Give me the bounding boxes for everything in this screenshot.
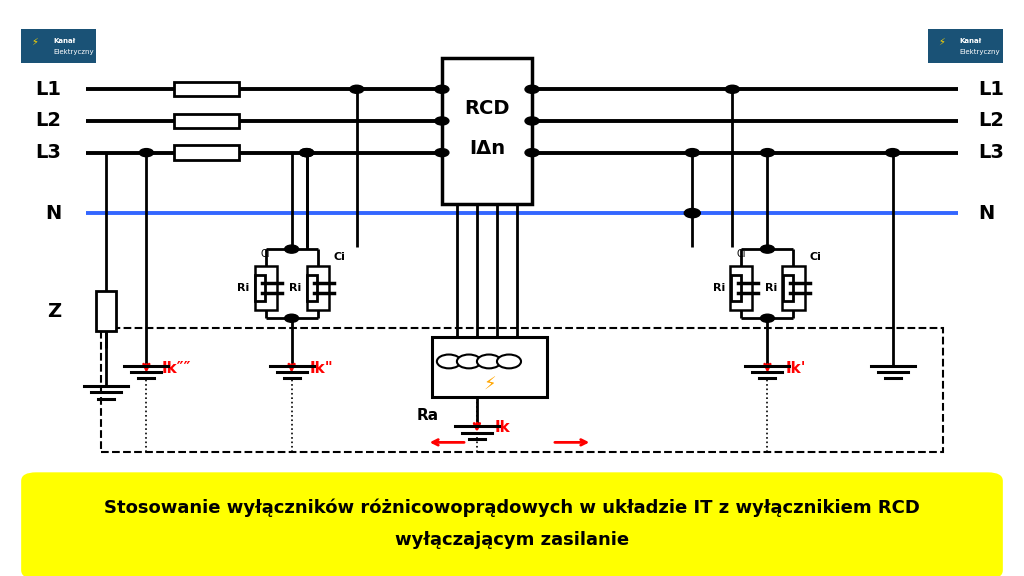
Text: Ci: Ci xyxy=(334,252,345,262)
Circle shape xyxy=(725,85,739,93)
Text: Ik″″: Ik″″ xyxy=(162,361,190,376)
Circle shape xyxy=(525,85,539,93)
Bar xyxy=(928,29,1002,63)
Circle shape xyxy=(497,354,521,369)
Circle shape xyxy=(457,354,481,369)
Circle shape xyxy=(525,117,539,125)
Text: L1: L1 xyxy=(978,80,1004,98)
Text: N: N xyxy=(45,204,61,222)
Bar xyxy=(255,266,276,310)
Text: Ci: Ci xyxy=(810,252,821,262)
Text: ⚡: ⚡ xyxy=(938,36,944,47)
Bar xyxy=(731,275,740,301)
Text: Kanał: Kanał xyxy=(53,39,76,44)
Bar xyxy=(782,266,805,310)
Circle shape xyxy=(761,149,774,157)
Circle shape xyxy=(435,149,449,157)
Text: Ik": Ik" xyxy=(309,361,334,376)
Text: Elektryczny: Elektryczny xyxy=(53,49,94,55)
Text: ⚡: ⚡ xyxy=(483,376,497,394)
Circle shape xyxy=(285,245,299,253)
Text: Z: Z xyxy=(47,302,61,320)
Circle shape xyxy=(300,149,313,157)
Bar xyxy=(255,275,265,301)
Circle shape xyxy=(285,314,299,323)
Text: Ik: Ik xyxy=(495,420,511,435)
Bar xyxy=(442,58,532,204)
Bar xyxy=(783,275,793,301)
Text: N: N xyxy=(978,204,994,222)
Circle shape xyxy=(300,149,313,157)
Text: Ri: Ri xyxy=(238,283,250,293)
Text: Ri: Ri xyxy=(765,283,777,293)
Text: Ra: Ra xyxy=(417,408,439,423)
FancyBboxPatch shape xyxy=(22,472,1002,576)
Bar xyxy=(174,82,239,97)
Circle shape xyxy=(435,85,449,93)
Text: ⚡: ⚡ xyxy=(31,36,38,47)
Text: Ci: Ci xyxy=(736,249,746,259)
Text: L2: L2 xyxy=(978,112,1004,130)
Bar xyxy=(306,266,329,310)
Circle shape xyxy=(350,85,364,93)
Circle shape xyxy=(477,354,501,369)
Bar xyxy=(432,337,547,397)
Circle shape xyxy=(435,117,449,125)
Text: Kanał: Kanał xyxy=(959,39,982,44)
Bar xyxy=(96,291,117,331)
Text: L3: L3 xyxy=(36,143,61,162)
Circle shape xyxy=(139,149,154,157)
Bar xyxy=(22,29,96,63)
Text: Ik': Ik' xyxy=(785,361,806,376)
Text: Ri: Ri xyxy=(290,283,302,293)
Text: L2: L2 xyxy=(35,112,61,130)
Bar xyxy=(101,328,943,452)
Circle shape xyxy=(525,149,539,157)
Bar xyxy=(307,275,317,301)
Circle shape xyxy=(761,314,774,323)
Circle shape xyxy=(761,245,774,253)
Text: L3: L3 xyxy=(978,143,1004,162)
Circle shape xyxy=(685,209,699,217)
Circle shape xyxy=(886,149,900,157)
Bar xyxy=(174,145,239,160)
Text: Ci: Ci xyxy=(261,249,270,259)
Text: Elektryczny: Elektryczny xyxy=(959,49,1000,55)
Text: Stosowanie wyłączników różnicowoprądowych w układzie IT z wyłącznikiem RCD: Stosowanie wyłączników różnicowoprądowyc… xyxy=(104,499,920,517)
Circle shape xyxy=(685,149,699,157)
Text: wyłączającym zasilanie: wyłączającym zasilanie xyxy=(395,531,629,550)
Text: L1: L1 xyxy=(35,80,61,98)
Text: IΔn: IΔn xyxy=(469,139,505,158)
Bar xyxy=(174,113,239,128)
Bar xyxy=(730,266,753,310)
Circle shape xyxy=(684,209,700,218)
Text: Ri: Ri xyxy=(713,283,725,293)
Text: RCD: RCD xyxy=(464,98,510,118)
Circle shape xyxy=(437,354,461,369)
